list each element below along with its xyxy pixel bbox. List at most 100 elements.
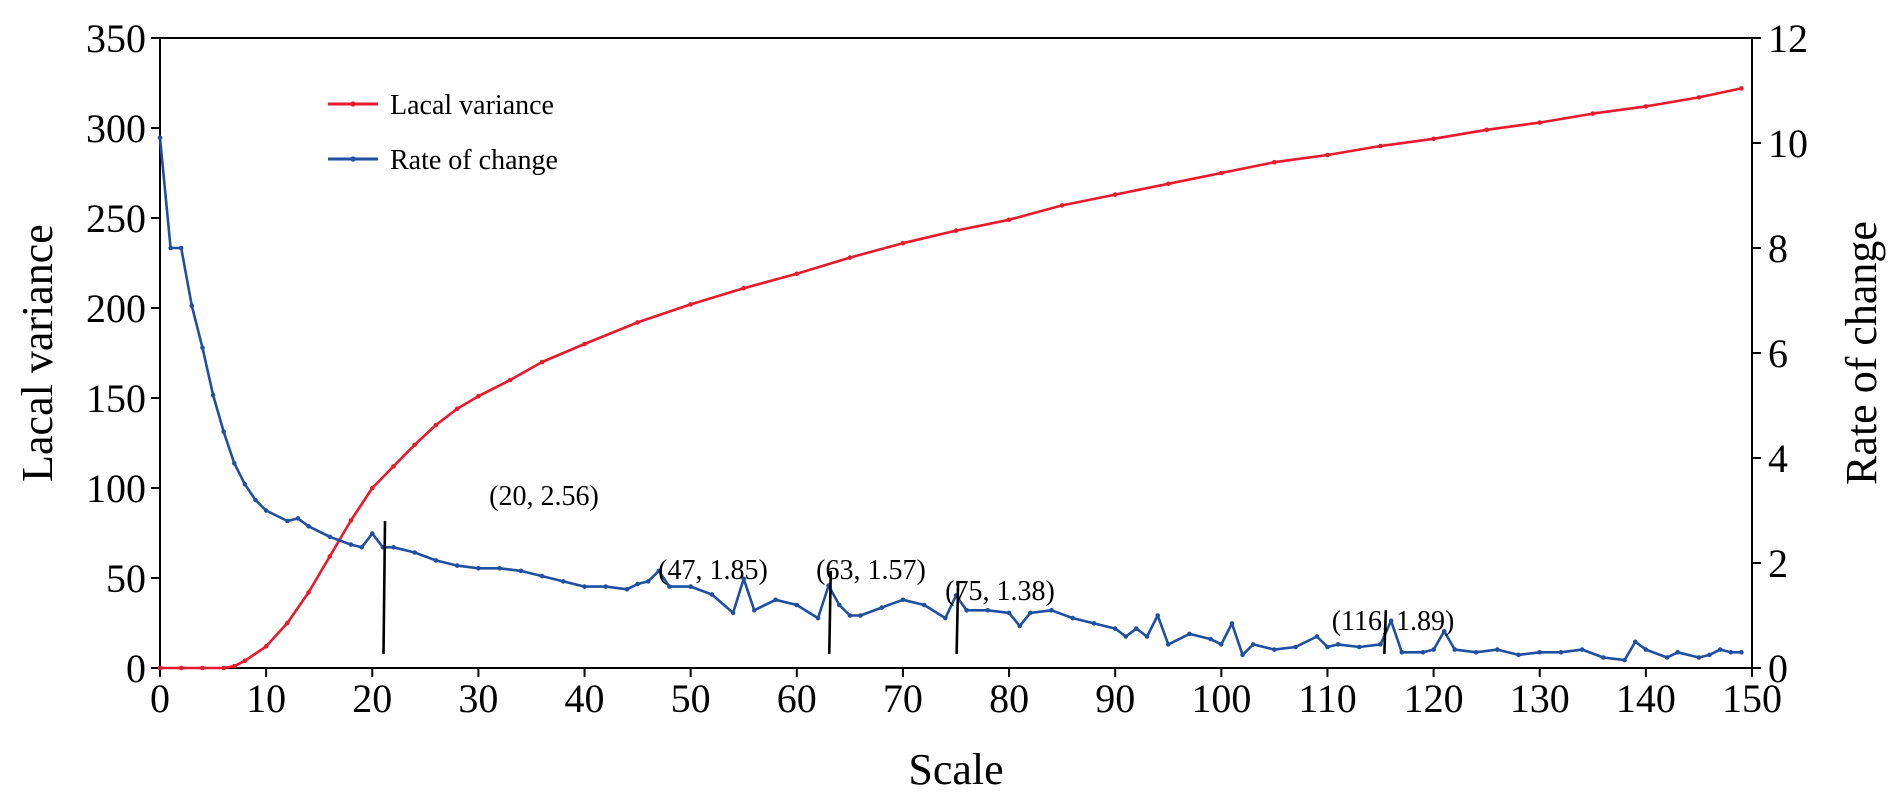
annotation-marker-line bbox=[382, 520, 387, 655]
data-point-rate-of-change bbox=[1399, 650, 1405, 655]
data-point-lacal-variance bbox=[1696, 95, 1702, 100]
data-point-rate-of-change bbox=[1537, 650, 1542, 655]
data-point-lacal-variance bbox=[953, 228, 959, 233]
data-point-rate-of-change bbox=[709, 592, 715, 597]
data-point-rate-of-change bbox=[200, 345, 205, 351]
data-point-rate-of-change bbox=[1335, 642, 1341, 647]
data-point-rate-of-change bbox=[1219, 642, 1224, 647]
x-tick-label: 10 bbox=[246, 676, 286, 721]
data-point-rate-of-change bbox=[1441, 629, 1447, 634]
x-tick-label: 140 bbox=[1616, 676, 1676, 721]
y-left-tick-label: 300 bbox=[86, 106, 146, 151]
x-tick-label: 150 bbox=[1722, 676, 1782, 721]
annotation-marker-line bbox=[827, 570, 833, 655]
y-left-tick-label: 0 bbox=[126, 646, 146, 691]
data-point-rate-of-change bbox=[1739, 650, 1744, 655]
data-point-rate-of-change bbox=[1388, 618, 1394, 624]
data-point-lacal-variance bbox=[1272, 159, 1277, 165]
x-tick-label: 130 bbox=[1510, 676, 1570, 721]
data-point-lacal-variance bbox=[433, 422, 439, 428]
x-tick-label: 20 bbox=[352, 676, 392, 721]
data-point-rate-of-change bbox=[454, 563, 460, 568]
x-tick-label: 60 bbox=[777, 676, 817, 721]
data-point-rate-of-change bbox=[1633, 639, 1638, 645]
data-point-lacal-variance bbox=[1112, 192, 1118, 197]
data-point-rate-of-change bbox=[1049, 608, 1054, 613]
data-point-rate-of-change bbox=[1144, 634, 1150, 639]
data-point-rate-of-change bbox=[221, 429, 226, 435]
data-point-rate-of-change bbox=[1675, 650, 1680, 655]
data-point-rate-of-change bbox=[168, 245, 173, 251]
data-point-rate-of-change bbox=[1579, 647, 1585, 652]
y-right-tick-label: 6 bbox=[1768, 331, 1788, 376]
y-right-tick-label: 4 bbox=[1768, 436, 1788, 481]
data-point-lacal-variance bbox=[1219, 170, 1224, 176]
data-point-rate-of-change bbox=[391, 545, 396, 550]
data-point-rate-of-change bbox=[348, 542, 354, 547]
data-point-lacal-variance bbox=[1484, 127, 1489, 133]
data-point-rate-of-change bbox=[1357, 644, 1362, 650]
data-point-lacal-variance bbox=[200, 665, 205, 671]
y-right-tick-label: 8 bbox=[1768, 226, 1788, 271]
annotation-marker-line bbox=[1383, 610, 1388, 655]
data-point-lacal-variance bbox=[476, 393, 481, 399]
plot-frame bbox=[159, 37, 1753, 669]
data-point-lacal-variance bbox=[1590, 111, 1596, 116]
data-point-lacal-variance bbox=[1325, 152, 1330, 158]
data-point-lacal-variance bbox=[327, 554, 333, 559]
data-point-rate-of-change bbox=[635, 581, 640, 587]
data-point-rate-of-change bbox=[1208, 636, 1213, 642]
data-point-lacal-variance bbox=[688, 302, 693, 307]
data-point-lacal-variance bbox=[794, 271, 800, 277]
annotation-marker-line bbox=[955, 581, 960, 655]
series-rate-of-change bbox=[157, 135, 1744, 663]
series-lacal-variance bbox=[157, 86, 1744, 671]
data-point-rate-of-change bbox=[232, 461, 237, 466]
x-tick-label: 50 bbox=[671, 676, 711, 721]
y-left-axis-title: Lacal variance bbox=[13, 224, 62, 482]
y-right-tick-label: 2 bbox=[1768, 541, 1788, 586]
data-point-lacal-variance bbox=[582, 341, 587, 347]
data-point-lacal-variance bbox=[412, 442, 418, 448]
data-point-rate-of-change bbox=[1643, 647, 1649, 652]
data-point-lacal-variance bbox=[370, 485, 375, 491]
data-point-lacal-variance bbox=[178, 665, 184, 671]
data-point-rate-of-change bbox=[1452, 647, 1458, 652]
data-point-rate-of-change bbox=[1707, 652, 1712, 658]
data-point-lacal-variance bbox=[741, 285, 746, 291]
x-tick-label: 80 bbox=[989, 676, 1029, 721]
data-point-rate-of-change bbox=[1134, 626, 1139, 631]
annotation-label: (47, 1.85) bbox=[658, 555, 768, 586]
data-point-rate-of-change bbox=[1017, 623, 1022, 629]
y-right-tick-label: 12 bbox=[1768, 16, 1808, 61]
y-left-tick-label: 200 bbox=[86, 286, 146, 331]
annotation-label: (116, 1.89) bbox=[1332, 606, 1455, 637]
data-point-rate-of-change bbox=[603, 584, 609, 589]
data-point-rate-of-change bbox=[1473, 650, 1479, 655]
data-point-lacal-variance bbox=[635, 320, 640, 325]
series-line-lacal-variance bbox=[160, 87, 1742, 670]
x-tick-label: 0 bbox=[150, 676, 170, 721]
data-point-lacal-variance bbox=[306, 590, 311, 595]
data-point-rate-of-change bbox=[1250, 642, 1256, 647]
y-left-tick-label: 150 bbox=[86, 376, 146, 421]
data-point-rate-of-change bbox=[815, 615, 821, 621]
data-point-rate-of-change bbox=[741, 576, 746, 582]
data-point-rate-of-change bbox=[1112, 626, 1118, 631]
x-tick-label: 40 bbox=[565, 676, 605, 721]
data-point-rate-of-change bbox=[306, 524, 311, 529]
data-point-rate-of-change bbox=[688, 584, 693, 589]
data-point-rate-of-change bbox=[1293, 644, 1298, 650]
y-left-tick-label: 250 bbox=[86, 196, 146, 241]
data-point-lacal-variance bbox=[242, 658, 248, 664]
y-right-tick-label: 0 bbox=[1768, 646, 1788, 691]
data-point-lacal-variance bbox=[507, 377, 513, 383]
data-point-rate-of-change bbox=[656, 568, 662, 574]
data-point-rate-of-change bbox=[370, 531, 375, 536]
data-point-rate-of-change bbox=[1229, 621, 1235, 626]
data-point-rate-of-change bbox=[773, 597, 778, 603]
data-point-rate-of-change bbox=[1123, 634, 1129, 639]
series-layer bbox=[157, 86, 1744, 671]
legend-item-lacal-variance: Lacal variance bbox=[328, 90, 554, 121]
data-point-rate-of-change bbox=[178, 245, 184, 251]
